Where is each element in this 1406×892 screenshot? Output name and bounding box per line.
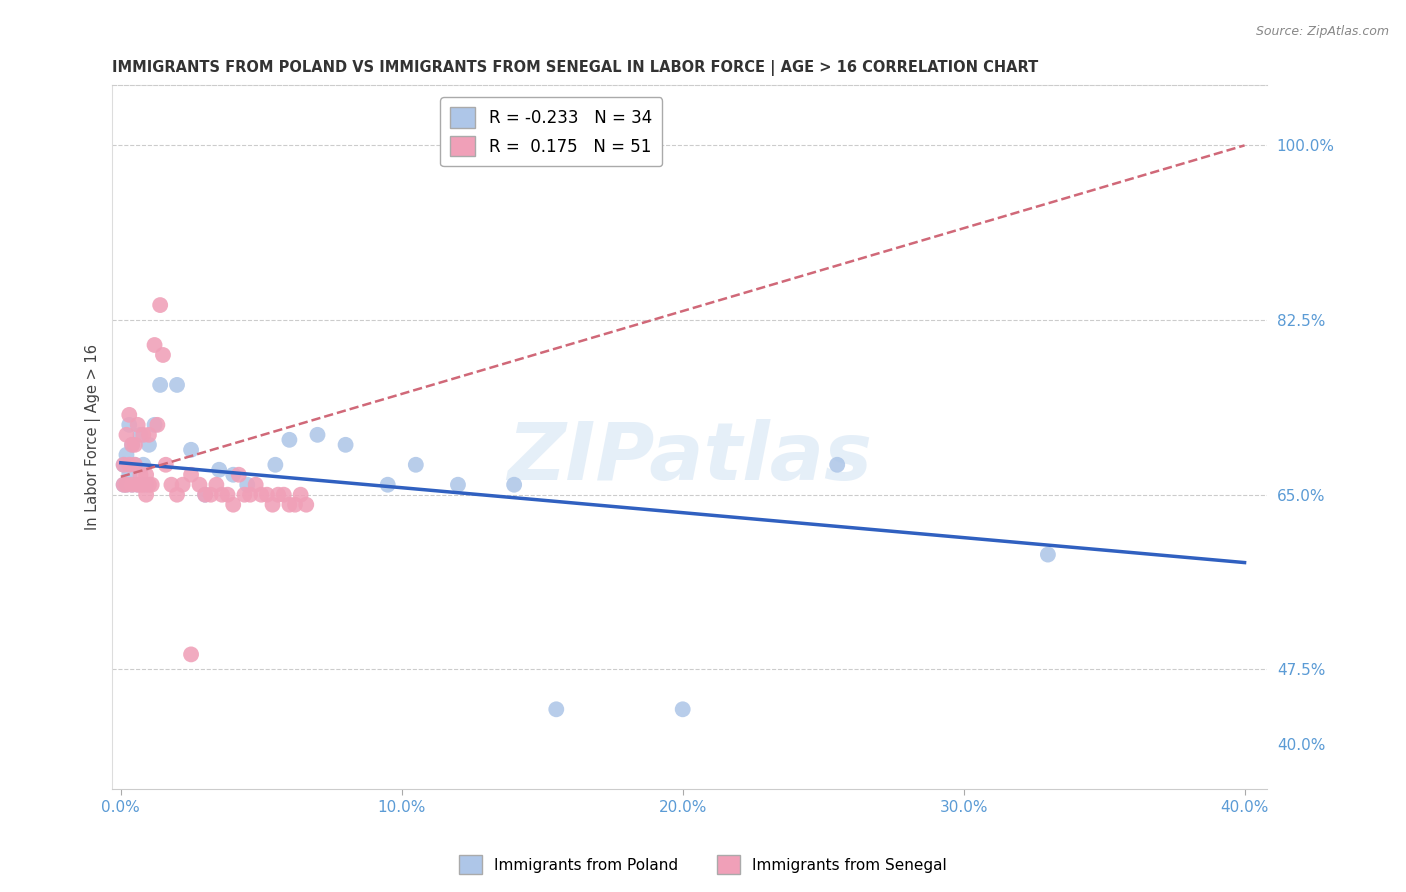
Point [138, 477, 160, 491]
Point [256, 488, 278, 502]
Point [335, 438, 357, 452]
Point [205, 477, 228, 491]
Point [233, 488, 256, 502]
Point [112, 458, 135, 472]
Point [217, 488, 239, 502]
Point [825, 458, 848, 472]
Point [267, 488, 290, 502]
Point [118, 417, 141, 432]
Point [672, 702, 695, 716]
Point [245, 477, 267, 491]
Point [250, 488, 273, 502]
Point [118, 467, 141, 482]
Point [208, 463, 231, 477]
Text: IMMIGRANTS FROM POLAND VS IMMIGRANTS FROM SENEGAL IN LABOR FORCE | AGE > 16 CORR: IMMIGRANTS FROM POLAND VS IMMIGRANTS FRO… [112, 60, 1039, 76]
Point [135, 477, 157, 491]
Point [239, 488, 262, 502]
Point [127, 477, 149, 491]
Point [405, 458, 427, 472]
Point [1036, 548, 1059, 562]
Point [222, 498, 245, 512]
Point [200, 488, 222, 502]
Point [121, 477, 143, 491]
Point [138, 438, 160, 452]
Point [236, 477, 259, 491]
Point [135, 467, 157, 482]
Point [121, 477, 143, 491]
Point [146, 417, 169, 432]
Point [290, 488, 312, 502]
Point [141, 477, 163, 491]
Point [503, 477, 526, 491]
Point [115, 477, 138, 491]
Point [155, 458, 177, 472]
Point [132, 427, 155, 442]
Point [377, 477, 399, 491]
Point [129, 467, 152, 482]
Point [121, 438, 143, 452]
Point [166, 378, 188, 392]
Point [194, 488, 217, 502]
Point [264, 458, 287, 472]
Point [152, 348, 174, 362]
Point [180, 648, 202, 662]
Point [149, 378, 172, 392]
Point [138, 427, 160, 442]
Point [129, 477, 152, 491]
Point [188, 477, 211, 491]
Point [124, 438, 146, 452]
Point [284, 498, 307, 512]
Point [295, 498, 318, 512]
Point [160, 477, 183, 491]
Point [222, 467, 245, 482]
Point [180, 442, 202, 457]
Point [115, 477, 138, 491]
Point [124, 458, 146, 472]
Point [211, 488, 233, 502]
Point [143, 338, 166, 352]
Point [132, 477, 155, 491]
Point [112, 477, 135, 491]
Point [112, 458, 135, 472]
Point [194, 488, 217, 502]
Point [112, 477, 135, 491]
Point [135, 488, 157, 502]
Point [180, 467, 202, 482]
Point [121, 438, 143, 452]
Point [262, 498, 284, 512]
Point [118, 408, 141, 422]
Point [132, 458, 155, 472]
Point [228, 467, 250, 482]
Y-axis label: In Labor Force | Age > 16: In Labor Force | Age > 16 [86, 344, 101, 531]
Legend: Immigrants from Poland, Immigrants from Senegal: Immigrants from Poland, Immigrants from … [453, 849, 953, 880]
Point [118, 458, 141, 472]
Point [149, 298, 172, 312]
Point [127, 417, 149, 432]
Point [172, 477, 194, 491]
Text: ZIPatlas: ZIPatlas [508, 419, 872, 498]
Point [127, 477, 149, 491]
Point [124, 458, 146, 472]
Point [115, 427, 138, 442]
Legend: R = -0.233   N = 34, R =  0.175   N = 51: R = -0.233 N = 34, R = 0.175 N = 51 [440, 97, 662, 166]
Point [447, 477, 470, 491]
Point [115, 448, 138, 462]
Point [273, 488, 295, 502]
Point [546, 702, 568, 716]
Point [166, 488, 188, 502]
Text: Source: ZipAtlas.com: Source: ZipAtlas.com [1256, 25, 1389, 38]
Point [307, 427, 329, 442]
Point [143, 417, 166, 432]
Point [278, 498, 301, 512]
Point [129, 427, 152, 442]
Point [278, 433, 301, 447]
